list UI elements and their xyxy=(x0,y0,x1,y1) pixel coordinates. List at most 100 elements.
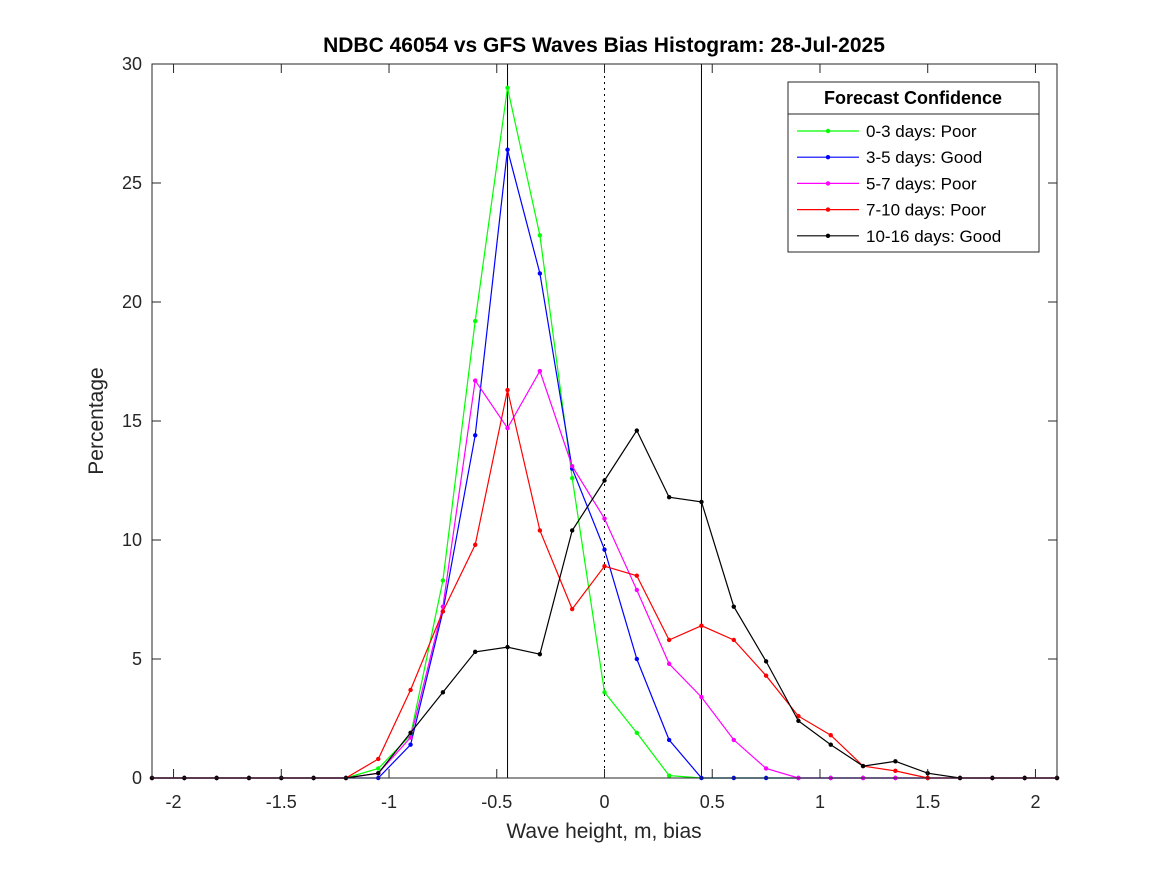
data-point xyxy=(699,623,704,628)
data-point xyxy=(440,604,446,609)
y-tick-label: 0 xyxy=(132,768,142,788)
legend-swatch-marker xyxy=(825,128,831,134)
data-point xyxy=(731,637,736,643)
data-point xyxy=(666,661,672,666)
data-point xyxy=(893,759,898,764)
data-point xyxy=(376,756,381,762)
legend-swatch-marker xyxy=(825,181,831,186)
legend-swatch-marker xyxy=(825,233,831,238)
legend-swatch-marker xyxy=(825,207,831,212)
data-point xyxy=(537,233,543,238)
x-tick-label: 1.5 xyxy=(915,792,940,812)
y-tick-label: 30 xyxy=(122,54,142,74)
y-tick-label: 10 xyxy=(122,530,142,550)
x-tick-label: -1.5 xyxy=(266,792,297,812)
data-point xyxy=(376,771,381,776)
legend-item: 10-16 days: Good xyxy=(797,227,1001,246)
x-tick-label: -2 xyxy=(166,792,182,812)
data-point xyxy=(731,604,736,609)
x-tick-label: -1 xyxy=(381,792,397,812)
data-point xyxy=(860,763,866,769)
legend-label: 5-7 days: Poor xyxy=(866,174,977,193)
legend-item: 3-5 days: Good xyxy=(797,148,982,167)
x-tick-label: 1 xyxy=(815,792,825,812)
y-tick-label: 25 xyxy=(122,173,142,193)
data-point xyxy=(505,85,510,91)
x-tick-label: 0.5 xyxy=(700,792,725,812)
data-point xyxy=(569,606,575,612)
data-point xyxy=(408,735,413,740)
data-point xyxy=(376,766,381,771)
data-point xyxy=(666,773,672,778)
legend-label: 3-5 days: Good xyxy=(866,148,982,167)
data-point xyxy=(828,732,833,738)
data-point xyxy=(634,587,640,593)
data-point xyxy=(569,464,575,469)
legend-label: 7-10 days: Poor xyxy=(866,201,986,220)
legend-label: 10-16 days: Good xyxy=(866,227,1001,246)
legend-label: 0-3 days: Poor xyxy=(866,122,977,141)
data-point xyxy=(634,428,640,433)
data-point xyxy=(731,737,736,743)
x-tick-label: -0.5 xyxy=(481,792,512,812)
data-point xyxy=(634,573,640,578)
data-point xyxy=(505,425,510,431)
reference-lines xyxy=(507,64,702,778)
legend-item: 5-7 days: Poor xyxy=(797,174,977,193)
data-point xyxy=(602,547,607,552)
data-point xyxy=(666,494,672,500)
data-point xyxy=(828,742,833,747)
y-axis-ticks: 0 5 10 15 20 25 30 xyxy=(122,54,1057,788)
data-point xyxy=(537,271,543,276)
data-point xyxy=(602,690,607,695)
data-point xyxy=(473,649,478,655)
data-point xyxy=(440,609,446,614)
x-tick-label: 2 xyxy=(1030,792,1040,812)
chart-title: NDBC 46054 vs GFS Waves Bias Histogram: … xyxy=(323,34,885,57)
data-point xyxy=(763,766,769,771)
data-point xyxy=(893,768,898,774)
data-point xyxy=(602,563,607,569)
data-point xyxy=(666,637,672,643)
data-point xyxy=(763,659,769,664)
legend-title: Forecast Confidence xyxy=(824,88,1002,108)
legend-swatch-marker xyxy=(825,155,831,160)
data-point xyxy=(796,713,801,719)
legend-item: 0-3 days: Poor xyxy=(797,122,977,141)
x-axis-ticks: -2 -1.5 -1 -0.5 0 0.5 1 1.5 2 xyxy=(166,64,1040,812)
legend-item: 7-10 days: Poor xyxy=(797,201,986,220)
data-point xyxy=(440,690,446,695)
x-axis-label: Wave height, m, bias xyxy=(506,820,701,843)
data-point xyxy=(505,644,510,650)
data-point xyxy=(634,656,640,662)
data-point xyxy=(666,737,672,743)
legend-items: 0-3 days: Poor 3-5 days: Good 5-7 days: Po… xyxy=(797,122,1001,246)
data-point xyxy=(796,718,801,724)
data-point xyxy=(699,694,704,700)
data-point xyxy=(602,516,607,521)
y-tick-label: 20 xyxy=(122,292,142,312)
data-point xyxy=(473,433,478,438)
data-point xyxy=(569,528,575,533)
data-point xyxy=(763,673,769,678)
data-point xyxy=(699,499,704,505)
data-point xyxy=(537,652,543,657)
data-point xyxy=(505,387,510,393)
data-point xyxy=(473,542,478,547)
data-point xyxy=(473,378,478,383)
data-point xyxy=(473,318,478,324)
data-point xyxy=(440,578,446,583)
data-point xyxy=(537,368,543,374)
data-point xyxy=(569,475,575,481)
data-point xyxy=(408,742,413,747)
data-point xyxy=(408,687,413,693)
data-point xyxy=(634,730,640,735)
y-tick-label: 15 xyxy=(122,411,142,431)
y-tick-label: 5 xyxy=(132,649,142,669)
y-axis-label: Percentage xyxy=(85,367,108,474)
data-point xyxy=(602,478,607,483)
x-tick-label: 0 xyxy=(599,792,609,812)
data-point xyxy=(408,730,413,735)
data-point xyxy=(537,528,543,533)
